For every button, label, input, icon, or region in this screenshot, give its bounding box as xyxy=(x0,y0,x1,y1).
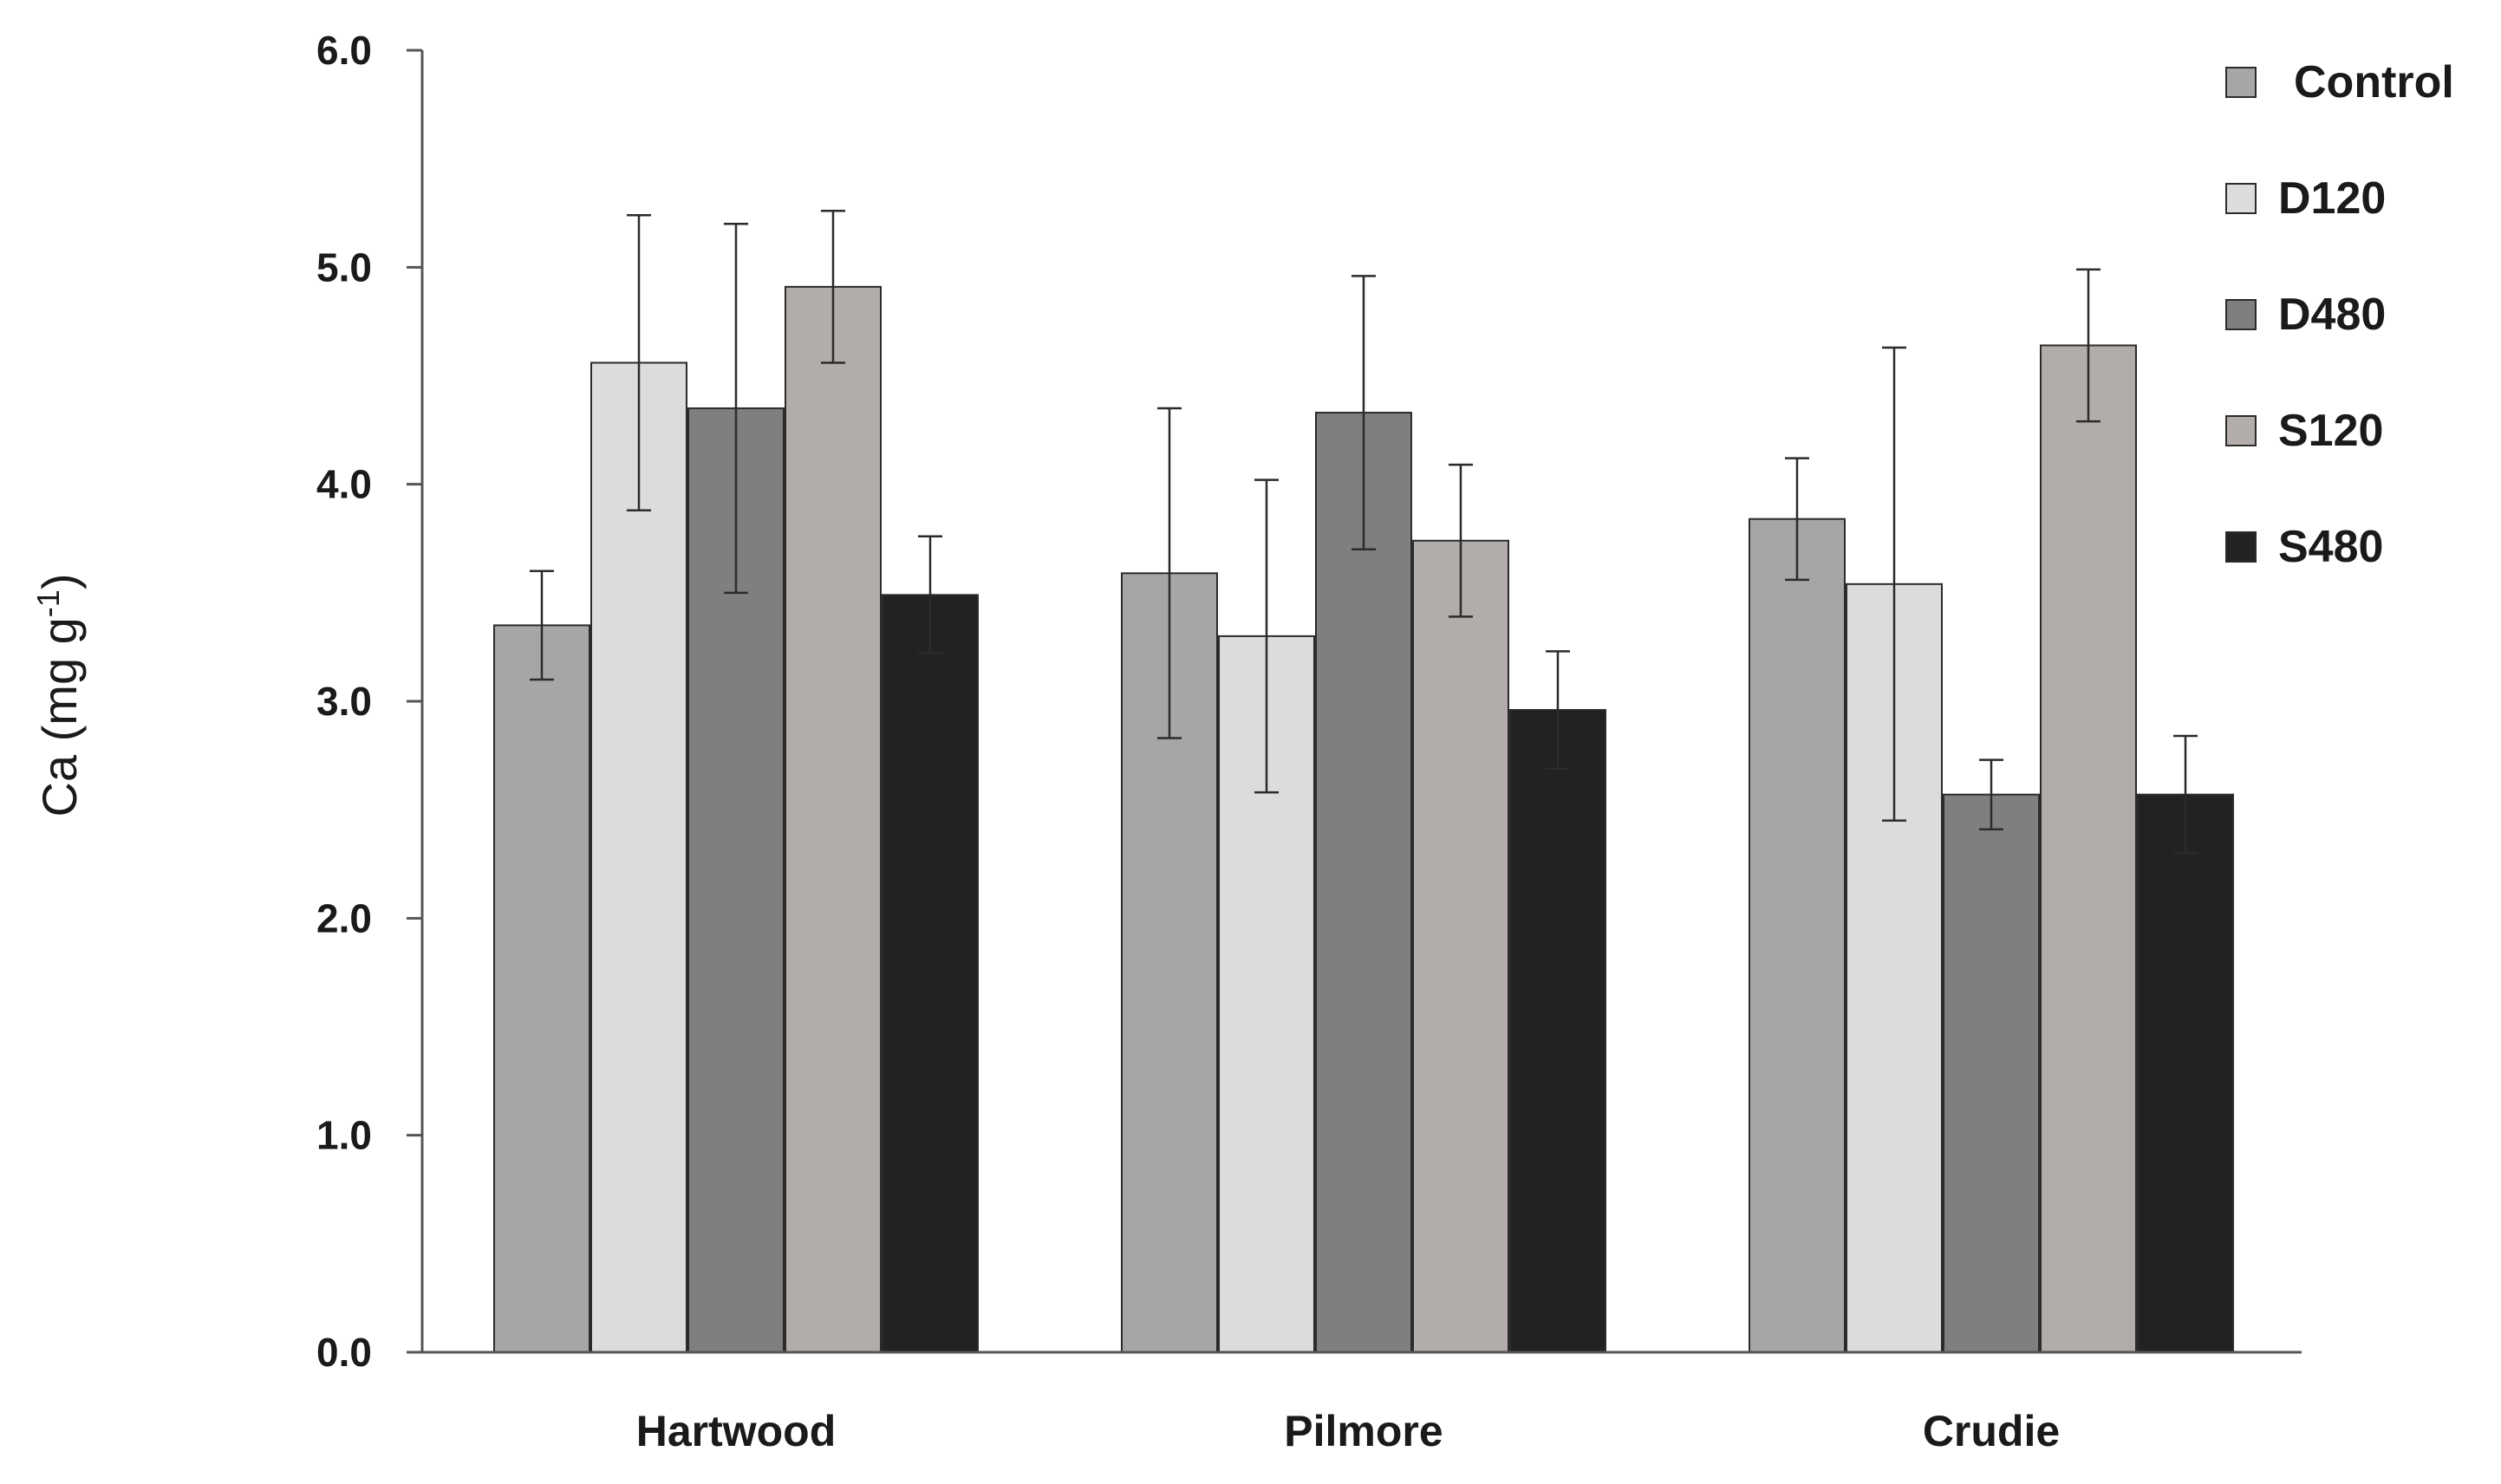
legend-swatch-s480 xyxy=(2225,531,2257,563)
y-tick-label: 2.0 xyxy=(316,895,372,941)
y-tick-label: 4.0 xyxy=(316,462,372,507)
bar-crudie-control xyxy=(1749,517,1846,1353)
y-tick-label: 0.0 xyxy=(316,1330,372,1375)
x-tick-label: Hartwood xyxy=(636,1407,837,1455)
legend-swatch-d120 xyxy=(2225,183,2257,214)
legend-label-control: Control xyxy=(2294,57,2454,107)
legend: Control D120 D480 S120 S480 xyxy=(2225,57,2454,572)
bar-pilmore-s120 xyxy=(1412,539,1509,1353)
legend-label-s480: S480 xyxy=(2278,522,2383,572)
y-tick-label: 1.0 xyxy=(316,1113,372,1158)
legend-label-d480: D480 xyxy=(2278,290,2386,340)
bar-hartwood-control xyxy=(493,624,590,1353)
y-tick-label: 3.0 xyxy=(316,679,372,724)
legend-label-s120: S120 xyxy=(2278,406,2383,456)
y-axis-title-superscript: -1 xyxy=(30,589,66,617)
legend-swatch-d480 xyxy=(2225,299,2257,330)
bar-pilmore-s480 xyxy=(1509,709,1606,1353)
legend-label-d120: D120 xyxy=(2278,173,2386,224)
legend-swatch-s120 xyxy=(2225,415,2257,446)
plot-area xyxy=(493,209,2234,1354)
y-tick-label: 5.0 xyxy=(316,244,372,290)
x-tick-label: Crudie xyxy=(1923,1407,2060,1455)
legend-swatch-control xyxy=(2225,67,2257,98)
x-axis: Hartwood Pilmore Crudie xyxy=(422,1351,2302,1455)
bar-hartwood-d120 xyxy=(590,361,687,1354)
y-axis-title-close: ) xyxy=(32,574,87,590)
bar-crudie-d480 xyxy=(1943,793,2040,1353)
x-tick-label: Pilmore xyxy=(1284,1407,1443,1455)
bar-crudie-s120 xyxy=(2040,344,2137,1353)
y-axis-title-main: Ca (mg g xyxy=(32,617,87,817)
y-axis: 0.0 1.0 2.0 3.0 4.0 5.0 6.0 xyxy=(316,28,424,1375)
bar-pilmore-d480 xyxy=(1315,412,1412,1354)
bar-hartwood-s120 xyxy=(785,285,882,1354)
bar-crudie-s480 xyxy=(2137,793,2234,1353)
bar-hartwood-s480 xyxy=(882,594,979,1353)
y-tick-label: 6.0 xyxy=(316,28,372,73)
y-axis-title: Ca (mg g-1) xyxy=(30,574,88,817)
